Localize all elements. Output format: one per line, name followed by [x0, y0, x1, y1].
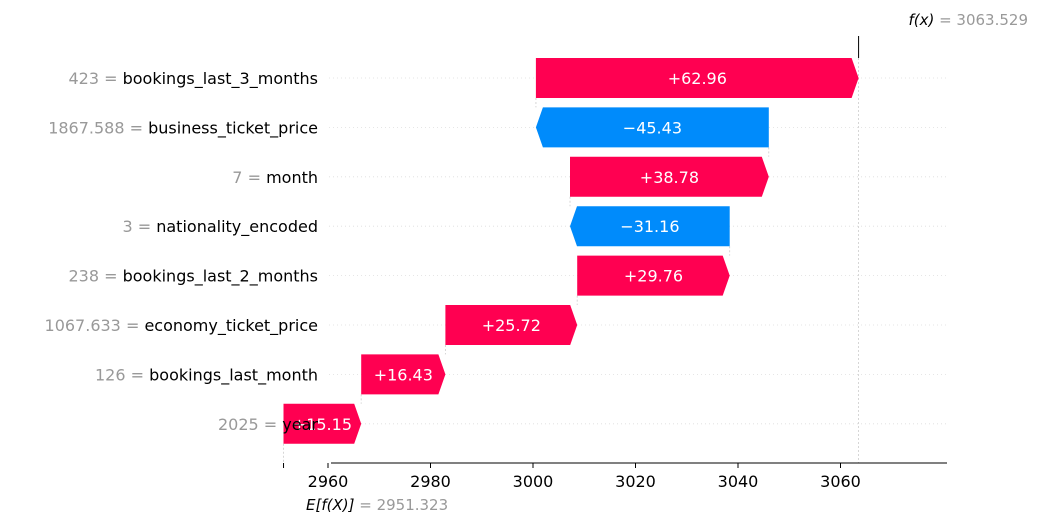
- output-value-number: 3063.529: [956, 11, 1028, 29]
- bar-bookings_last_month: [361, 354, 446, 395]
- feature-label-year: 2025 = year: [218, 415, 318, 434]
- x-axis: 2960 2980 3000 3020 3040 3060 E[f(X)] = 2951.3…: [283, 462, 947, 514]
- bar-economy_ticket_price: [445, 305, 578, 345]
- bar-label-bookings_last_3_months: +62.96: [668, 69, 727, 88]
- feature-name: nationality_encoded: [156, 217, 318, 237]
- base-value-number: 2951.323: [377, 496, 449, 514]
- bar-bookings_last_3_months: [535, 58, 859, 98]
- bar-label-bookings_last_month: +16.43: [374, 365, 433, 384]
- feature-label-month: 7 = month: [232, 168, 318, 187]
- feature-label-bookings_last_month: 126 = bookings_last_month: [95, 365, 318, 385]
- bar-label-business_ticket_price: −45.43: [623, 118, 682, 137]
- feature-name: year: [282, 415, 318, 434]
- bar-month: [570, 156, 769, 197]
- feature-name: bookings_last_2_months: [123, 267, 318, 287]
- x-tick-label: 3040: [718, 472, 759, 491]
- feature-label-business_ticket_price: 1867.588 = business_ticket_price: [48, 118, 318, 138]
- base-value-label: E[f(X)] = 2951.323: [306, 496, 448, 514]
- feature-labels: +62.96 423 = bookings_last_3_months −45.43…: [45, 69, 727, 434]
- bar-business_ticket_price: [535, 107, 769, 148]
- feature-name: business_ticket_price: [148, 118, 318, 138]
- output-value-annotation: f(x) = 3063.529: [858, 11, 1028, 58]
- bar-label-nationality_encoded: −31.16: [620, 217, 679, 236]
- feature-name: bookings_last_month: [149, 365, 318, 385]
- feature-value: 7 =: [232, 168, 266, 187]
- bar-bookings_last_2_months: [577, 255, 730, 296]
- x-tick-label: 3060: [820, 472, 861, 491]
- base-value-prefix: E[f(X)]: [306, 496, 355, 514]
- feature-value: 423 =: [68, 69, 122, 88]
- feature-value: 238 =: [68, 267, 122, 286]
- x-tick-label: 3000: [513, 472, 554, 491]
- feature-value: 1067.633 =: [45, 316, 145, 335]
- output-value-eq: =: [934, 11, 956, 29]
- bar-label-month: +38.78: [640, 168, 699, 187]
- feature-label-bookings_last_2_months: 238 = bookings_last_2_months: [68, 267, 318, 287]
- feature-value: 1867.588 =: [48, 118, 148, 137]
- base-value-eq: =: [354, 496, 376, 514]
- x-tick-label: 2980: [410, 472, 451, 491]
- feature-value: 126 =: [95, 365, 149, 384]
- bar-label-bookings_last_2_months: +29.76: [624, 267, 683, 286]
- output-value-label: f(x) = 3063.529: [908, 11, 1028, 29]
- feature-name: economy_ticket_price: [144, 316, 318, 336]
- x-tick-label: 3020: [615, 472, 656, 491]
- bar-label-economy_ticket_price: +25.72: [482, 316, 541, 335]
- feature-label-economy_ticket_price: 1067.633 = economy_ticket_price: [45, 316, 318, 336]
- feature-value: 2025 =: [218, 415, 282, 434]
- output-value-prefix: f(x): [908, 11, 934, 29]
- connector-lines: [283, 58, 859, 463]
- feature-name: month: [266, 168, 318, 187]
- bars: [283, 58, 859, 444]
- feature-name: bookings_last_3_months: [123, 69, 318, 89]
- bar-nationality_encoded: [570, 206, 730, 247]
- bar-year: [283, 403, 362, 444]
- bar-label-year: +15.15: [293, 415, 352, 434]
- feature-value: 3 =: [122, 217, 156, 236]
- x-tick-label: 2960: [308, 472, 349, 491]
- feature-label-bookings_last_3_months: 423 = bookings_last_3_months: [68, 69, 318, 89]
- feature-label-nationality_encoded: 3 = nationality_encoded: [122, 217, 318, 237]
